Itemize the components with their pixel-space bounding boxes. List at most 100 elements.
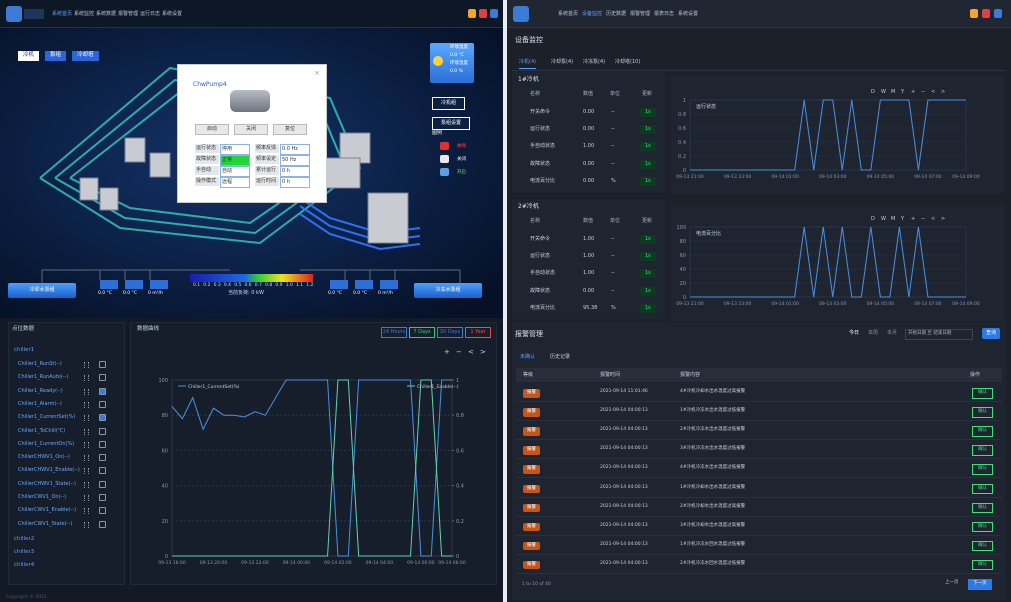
checkbox[interactable] bbox=[99, 361, 106, 368]
chart-tool[interactable]: > bbox=[941, 216, 946, 222]
chart-tool[interactable]: M bbox=[891, 89, 896, 95]
confirm-button[interactable]: 确认 bbox=[972, 559, 993, 571]
scene-tab[interactable]: 泵组 bbox=[45, 51, 67, 61]
nav-item[interactable]: 系统首页 bbox=[52, 11, 73, 17]
group-button[interactable]: 冷却水泵组 bbox=[8, 283, 76, 298]
device-tab[interactable]: 冷却塔(10) bbox=[615, 59, 641, 65]
nav-icon[interactable] bbox=[970, 9, 978, 18]
device-tab[interactable]: 冷却泵(4) bbox=[551, 59, 574, 65]
confirm-button[interactable]: 确认 bbox=[972, 407, 993, 418]
chart-tool[interactable]: M bbox=[891, 216, 896, 222]
alarm-tab[interactable]: 未确认 bbox=[520, 354, 536, 360]
chart-tool[interactable]: − bbox=[456, 348, 462, 356]
tab-line bbox=[512, 70, 1006, 71]
filter-button[interactable]: 本周 bbox=[868, 330, 879, 336]
device-tab[interactable]: 冷冻泵(4) bbox=[583, 59, 606, 65]
group-title[interactable]: chiller2 bbox=[14, 536, 35, 542]
confirm-button[interactable]: 确认 bbox=[972, 388, 993, 399]
group-title[interactable]: chiller4 bbox=[14, 562, 35, 568]
confirm-button[interactable]: 确认 bbox=[972, 445, 993, 456]
nav-item[interactable]: 系统设置 bbox=[678, 11, 699, 17]
chart-tool[interactable]: > bbox=[941, 89, 946, 95]
nav-icon[interactable] bbox=[490, 9, 498, 18]
chart-tool[interactable]: + bbox=[911, 216, 916, 222]
scene-tab[interactable]: 冷却塔 bbox=[72, 51, 99, 61]
nav-item[interactable]: 历史数据 bbox=[606, 11, 627, 17]
x-tick-label: 09-14 02:00 bbox=[324, 560, 352, 566]
popup-cell: 0 h bbox=[280, 177, 310, 188]
chart-tool[interactable]: < bbox=[931, 89, 936, 95]
nav-item[interactable]: 设备监控 bbox=[582, 11, 603, 17]
drag-handle bbox=[84, 481, 89, 488]
checkbox[interactable] bbox=[99, 374, 106, 382]
checkbox[interactable] bbox=[99, 400, 106, 408]
date-input[interactable]: 开始日期 至 结束日期 bbox=[905, 329, 973, 340]
checkbox[interactable] bbox=[99, 414, 106, 422]
page-title: 设备监控 bbox=[515, 36, 543, 44]
chart-tool[interactable]: D bbox=[871, 89, 875, 95]
nav-item[interactable]: 系统监控 bbox=[74, 11, 95, 17]
confirm-button[interactable]: 确认 bbox=[972, 464, 993, 475]
x-tick-label: 09-13 22:00 bbox=[241, 560, 269, 566]
range-button[interactable]: 30 Days bbox=[437, 327, 463, 338]
confirm-button[interactable]: 确认 bbox=[972, 540, 993, 552]
chart-tool[interactable]: W bbox=[881, 216, 886, 222]
nav-item[interactable]: 系统首页 bbox=[558, 11, 579, 17]
pager-button[interactable]: 上一页 bbox=[945, 580, 959, 585]
nav-item[interactable]: 系统设置 bbox=[162, 11, 183, 17]
nav-item[interactable]: 报警管理 bbox=[118, 11, 139, 17]
nav-icon[interactable] bbox=[479, 9, 487, 18]
filter-button[interactable]: 本月 bbox=[887, 330, 898, 336]
confirm-button[interactable]: 确认 bbox=[972, 502, 993, 514]
alarm-tab[interactable]: 历史记录 bbox=[550, 354, 571, 360]
group-title[interactable]: chiller3 bbox=[14, 549, 35, 555]
y-tick-label: 80 bbox=[680, 239, 686, 245]
confirm-button[interactable]: 确认 bbox=[972, 483, 993, 494]
chart-tool[interactable]: + bbox=[911, 89, 916, 95]
chart-tool[interactable]: Y bbox=[901, 89, 905, 95]
checkbox[interactable] bbox=[99, 494, 106, 501]
popup-close[interactable]: × bbox=[314, 69, 320, 77]
chart-tool[interactable]: Y bbox=[901, 216, 905, 222]
nav-item[interactable]: 运行日志 bbox=[140, 11, 161, 17]
checkbox[interactable] bbox=[99, 454, 106, 462]
nav-item[interactable]: 报表日志 bbox=[654, 11, 675, 17]
table-cell: -- bbox=[611, 236, 615, 242]
nav-icon[interactable] bbox=[468, 9, 476, 18]
chart-tool[interactable]: < bbox=[468, 348, 474, 356]
nav-item[interactable]: 报警管理 bbox=[630, 11, 651, 17]
checkbox[interactable] bbox=[99, 387, 106, 395]
checkbox[interactable] bbox=[99, 427, 106, 435]
nav-icon[interactable] bbox=[994, 9, 1002, 18]
confirm-button[interactable]: 确认 bbox=[972, 426, 993, 437]
range-button[interactable]: 7 Days bbox=[409, 327, 435, 338]
checkbox[interactable] bbox=[99, 507, 106, 515]
group-button[interactable]: 冷冻水泵组 bbox=[414, 283, 482, 298]
checkbox[interactable] bbox=[99, 440, 106, 448]
scene-button[interactable]: 冷机组 bbox=[432, 97, 466, 110]
pager-button[interactable]: 下一页 bbox=[968, 579, 992, 590]
scene-button[interactable]: 泵组设置 bbox=[432, 117, 471, 130]
chart-tool[interactable]: D bbox=[871, 216, 875, 222]
checkbox[interactable] bbox=[99, 467, 106, 475]
popup-button[interactable]: 启动 bbox=[195, 124, 229, 135]
nav-icon[interactable] bbox=[982, 9, 990, 18]
query-button[interactable]: 查询 bbox=[982, 328, 1001, 339]
scene-tab[interactable]: 冷机 bbox=[18, 51, 40, 61]
filter-button[interactable]: 今日 bbox=[849, 330, 860, 336]
checkbox[interactable] bbox=[99, 480, 106, 488]
device-tab[interactable]: 冷机(4) bbox=[519, 60, 537, 69]
range-button[interactable]: 1 Year bbox=[465, 327, 491, 338]
nav-item[interactable]: 系统数据 bbox=[96, 11, 117, 17]
confirm-button[interactable]: 确认 bbox=[972, 521, 993, 533]
chart-tool[interactable]: − bbox=[921, 216, 926, 222]
chart-tool[interactable]: − bbox=[921, 89, 926, 95]
chart-tool[interactable]: + bbox=[444, 348, 450, 356]
popup-button[interactable]: 复位 bbox=[273, 124, 307, 135]
popup-button[interactable]: 关闭 bbox=[234, 124, 268, 135]
chart-tool[interactable]: > bbox=[480, 348, 486, 356]
range-button[interactable]: 24 Hours bbox=[381, 327, 407, 338]
checkbox[interactable] bbox=[99, 520, 106, 528]
chart-tool[interactable]: < bbox=[931, 216, 936, 222]
chart-tool[interactable]: W bbox=[881, 89, 886, 95]
